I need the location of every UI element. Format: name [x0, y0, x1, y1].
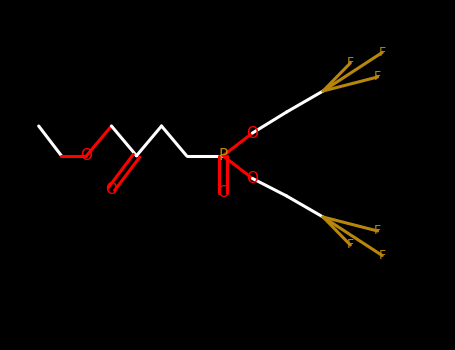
- Text: O: O: [217, 185, 229, 200]
- Text: P: P: [218, 148, 228, 163]
- Text: F: F: [347, 56, 354, 70]
- Text: O: O: [106, 182, 117, 196]
- Text: F: F: [379, 249, 386, 262]
- Text: O: O: [247, 171, 258, 186]
- Text: F: F: [374, 70, 381, 84]
- Text: F: F: [379, 46, 386, 59]
- Text: F: F: [347, 238, 354, 252]
- Text: O: O: [81, 148, 92, 163]
- Text: O: O: [247, 126, 258, 140]
- Text: F: F: [374, 224, 381, 238]
